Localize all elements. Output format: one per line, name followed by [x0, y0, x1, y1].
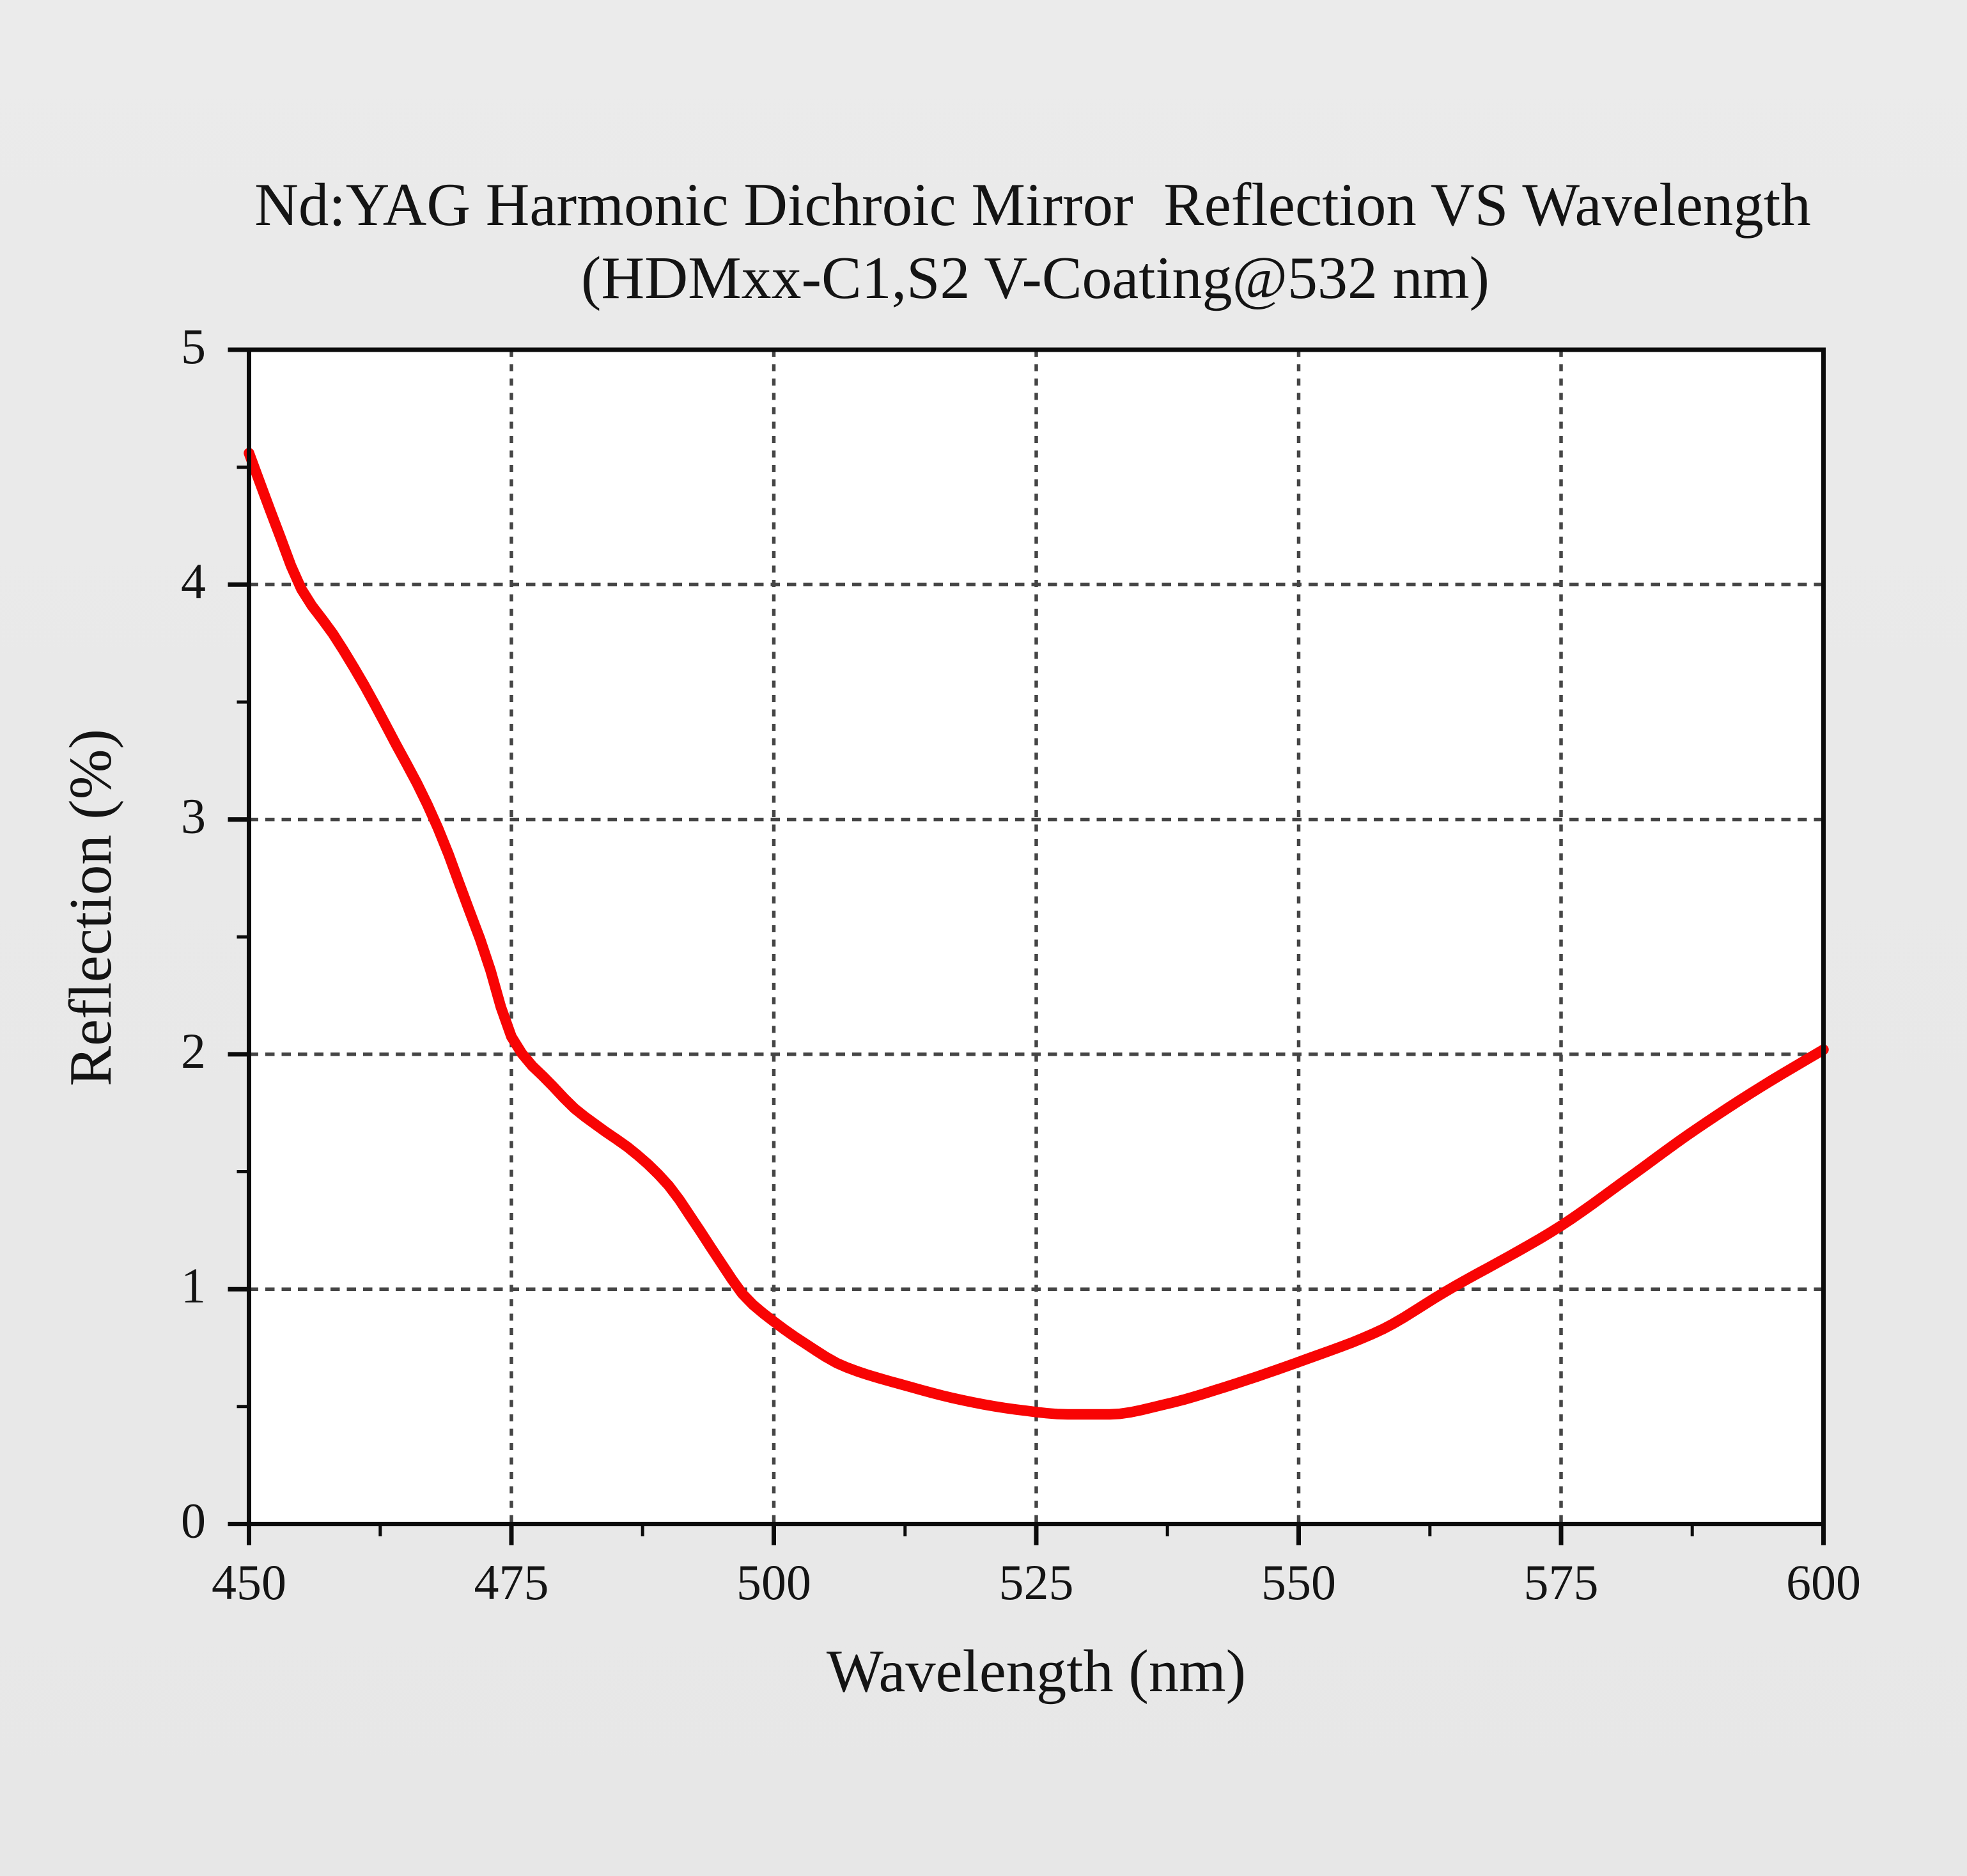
svg-text:475: 475: [474, 1554, 549, 1610]
svg-text:Reflection (%): Reflection (%): [58, 729, 124, 1086]
svg-text:575: 575: [1524, 1554, 1599, 1610]
svg-text:4: 4: [181, 553, 206, 609]
svg-text:Nd:YAG Harmonic Dichroic Mirro: Nd:YAG Harmonic Dichroic Mirror Reflecti…: [254, 171, 1811, 238]
svg-text:450: 450: [212, 1554, 286, 1610]
svg-text:600: 600: [1786, 1554, 1861, 1610]
svg-text:550: 550: [1261, 1554, 1336, 1610]
svg-text:(HDMxx-C1,S2 V-Coating@532 nm): (HDMxx-C1,S2 V-Coating@532 nm): [581, 245, 1489, 311]
svg-text:525: 525: [999, 1554, 1074, 1610]
svg-text:0: 0: [181, 1493, 206, 1549]
svg-text:5: 5: [181, 318, 206, 374]
svg-text:2: 2: [181, 1023, 206, 1079]
svg-text:1: 1: [181, 1258, 206, 1313]
svg-text:500: 500: [736, 1554, 811, 1610]
svg-text:3: 3: [181, 788, 206, 844]
svg-text:Wavelength (nm): Wavelength (nm): [827, 1638, 1246, 1705]
